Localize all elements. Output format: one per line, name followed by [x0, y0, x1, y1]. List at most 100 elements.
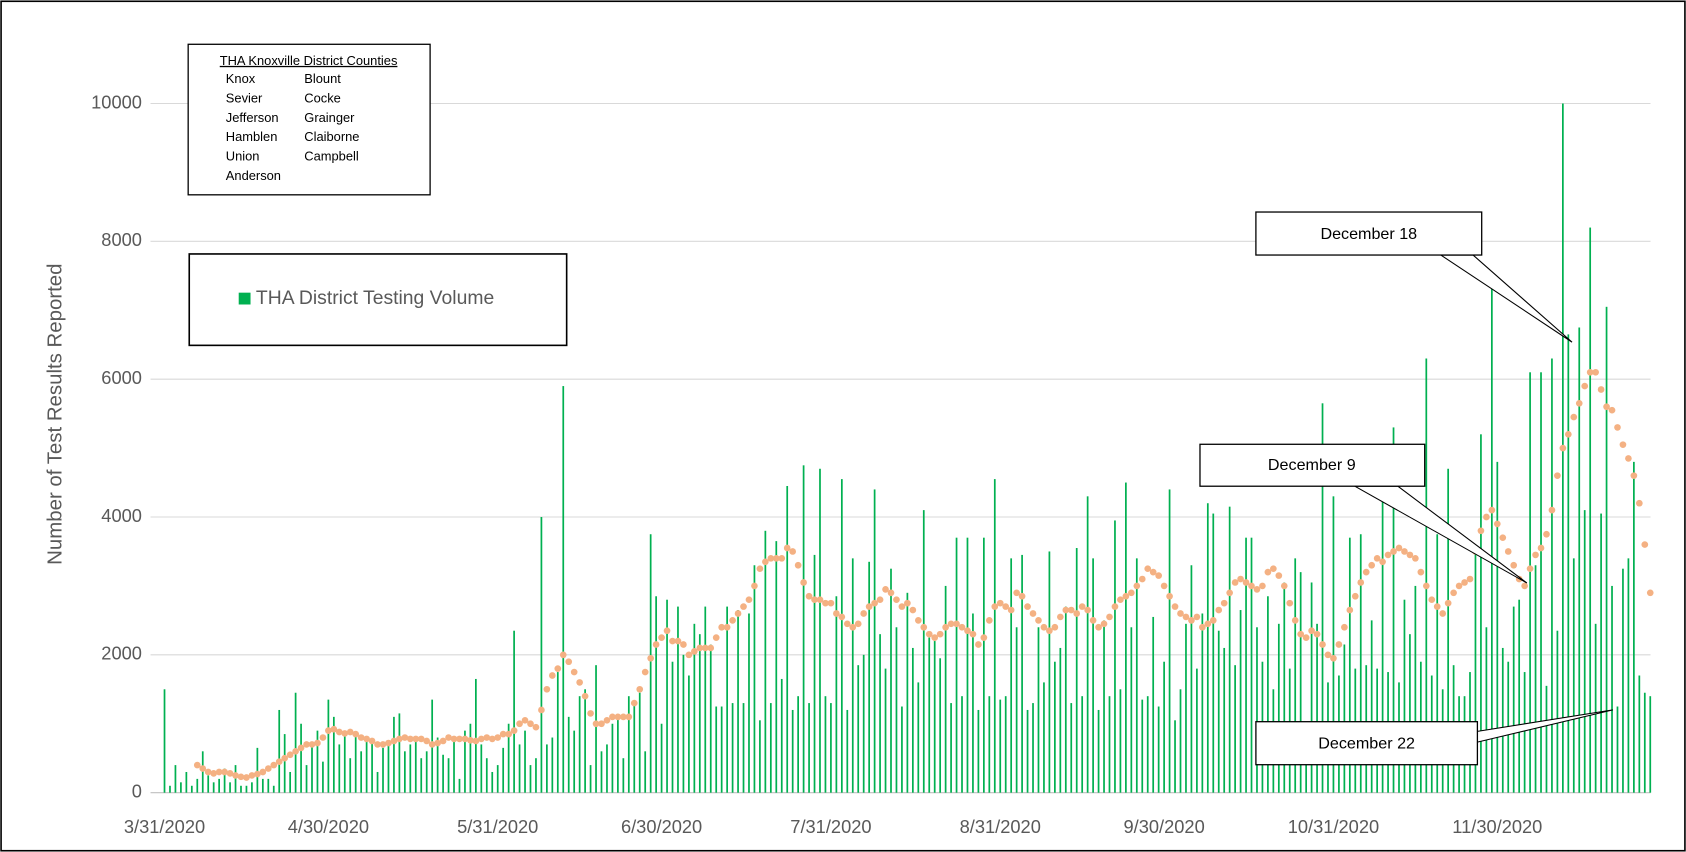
bar — [617, 716, 619, 793]
bar — [720, 706, 723, 793]
bar — [442, 754, 444, 793]
average-dot — [1024, 603, 1031, 610]
bar — [895, 627, 898, 793]
average-dot — [614, 713, 622, 721]
average-dot — [598, 720, 605, 728]
average-dot — [374, 741, 381, 748]
bar — [1594, 623, 1597, 793]
average-dot — [467, 736, 474, 744]
bar — [660, 723, 663, 793]
average-dot — [1477, 527, 1485, 535]
bar — [556, 672, 559, 793]
average-dot — [729, 617, 736, 624]
annotation-box — [1199, 443, 1426, 487]
bar — [911, 647, 914, 793]
average-dot — [570, 668, 578, 676]
average-dot — [783, 544, 791, 552]
average-dot — [1592, 368, 1599, 376]
average-dot — [843, 620, 851, 628]
bar — [999, 699, 1002, 793]
bar — [1529, 372, 1531, 793]
bar — [1086, 496, 1089, 793]
bar — [595, 665, 597, 793]
bar — [475, 678, 477, 793]
average-dot — [931, 634, 939, 641]
average-dot — [1319, 641, 1326, 648]
bar — [393, 716, 395, 793]
bar — [1589, 227, 1592, 793]
bar — [1370, 620, 1373, 793]
average-dot — [893, 596, 900, 604]
average-dot — [461, 735, 469, 743]
average-dot — [346, 728, 354, 736]
average-dot — [904, 599, 911, 607]
bar — [704, 606, 707, 793]
average-dot — [1149, 568, 1157, 576]
county: Campbell — [304, 149, 358, 164]
bar — [1092, 558, 1094, 793]
bar — [1490, 279, 1493, 793]
average-dot — [1341, 623, 1348, 631]
average-dot — [1406, 551, 1414, 559]
bar — [169, 785, 171, 793]
average-dot — [193, 761, 201, 769]
bar — [196, 778, 199, 793]
bar — [1305, 754, 1307, 793]
bar — [1064, 606, 1067, 793]
bar — [1163, 661, 1165, 793]
average-dot — [1570, 413, 1578, 421]
bar — [1627, 558, 1630, 793]
bar — [584, 689, 586, 793]
bar — [163, 689, 166, 793]
average-dot — [1603, 403, 1610, 411]
legend-box — [188, 253, 568, 347]
average-dot — [254, 770, 261, 778]
bar — [502, 747, 505, 793]
average-dot — [232, 772, 239, 779]
average-dot — [925, 630, 933, 638]
bar — [1070, 703, 1073, 793]
average-dot — [707, 644, 715, 652]
bar — [1381, 444, 1384, 793]
bar — [786, 485, 789, 793]
county: Blount — [304, 71, 341, 86]
bar — [802, 465, 805, 793]
average-dot — [1466, 575, 1474, 583]
bar — [726, 606, 728, 793]
average-dot — [412, 735, 420, 743]
bar — [1567, 334, 1570, 793]
bar — [1114, 520, 1116, 793]
grid: 0 2000 4000 6000 8000 10000 3/31/2020 4/30/2020… — [91, 91, 1651, 837]
average-dot — [985, 617, 993, 624]
bar — [207, 775, 210, 793]
bar — [759, 720, 761, 793]
bar — [769, 703, 772, 793]
bar — [1075, 548, 1078, 793]
bar — [988, 696, 991, 793]
bar — [819, 468, 821, 793]
average-dot — [756, 565, 764, 573]
average-dot — [751, 582, 758, 590]
average-dot — [406, 735, 414, 743]
bar — [1015, 627, 1018, 793]
bar — [1190, 565, 1193, 793]
average-dot — [701, 644, 709, 652]
average-dot — [871, 599, 878, 607]
bar — [1010, 558, 1013, 793]
average-dot — [559, 651, 567, 659]
annotation-box — [1255, 211, 1483, 256]
bar — [961, 696, 963, 793]
average-dot — [669, 637, 676, 645]
average-dot — [860, 610, 868, 617]
average-dot — [1155, 572, 1162, 579]
bar — [261, 778, 264, 793]
x-tick-label: 4/30/2020 — [288, 816, 369, 837]
average-dot — [740, 603, 747, 610]
average-dot — [1575, 399, 1583, 407]
annotation-box — [1255, 721, 1479, 766]
average-dot — [226, 770, 234, 777]
average-dot — [1286, 599, 1294, 607]
bar — [666, 599, 668, 793]
average-dot — [914, 617, 922, 624]
bar — [425, 751, 428, 793]
